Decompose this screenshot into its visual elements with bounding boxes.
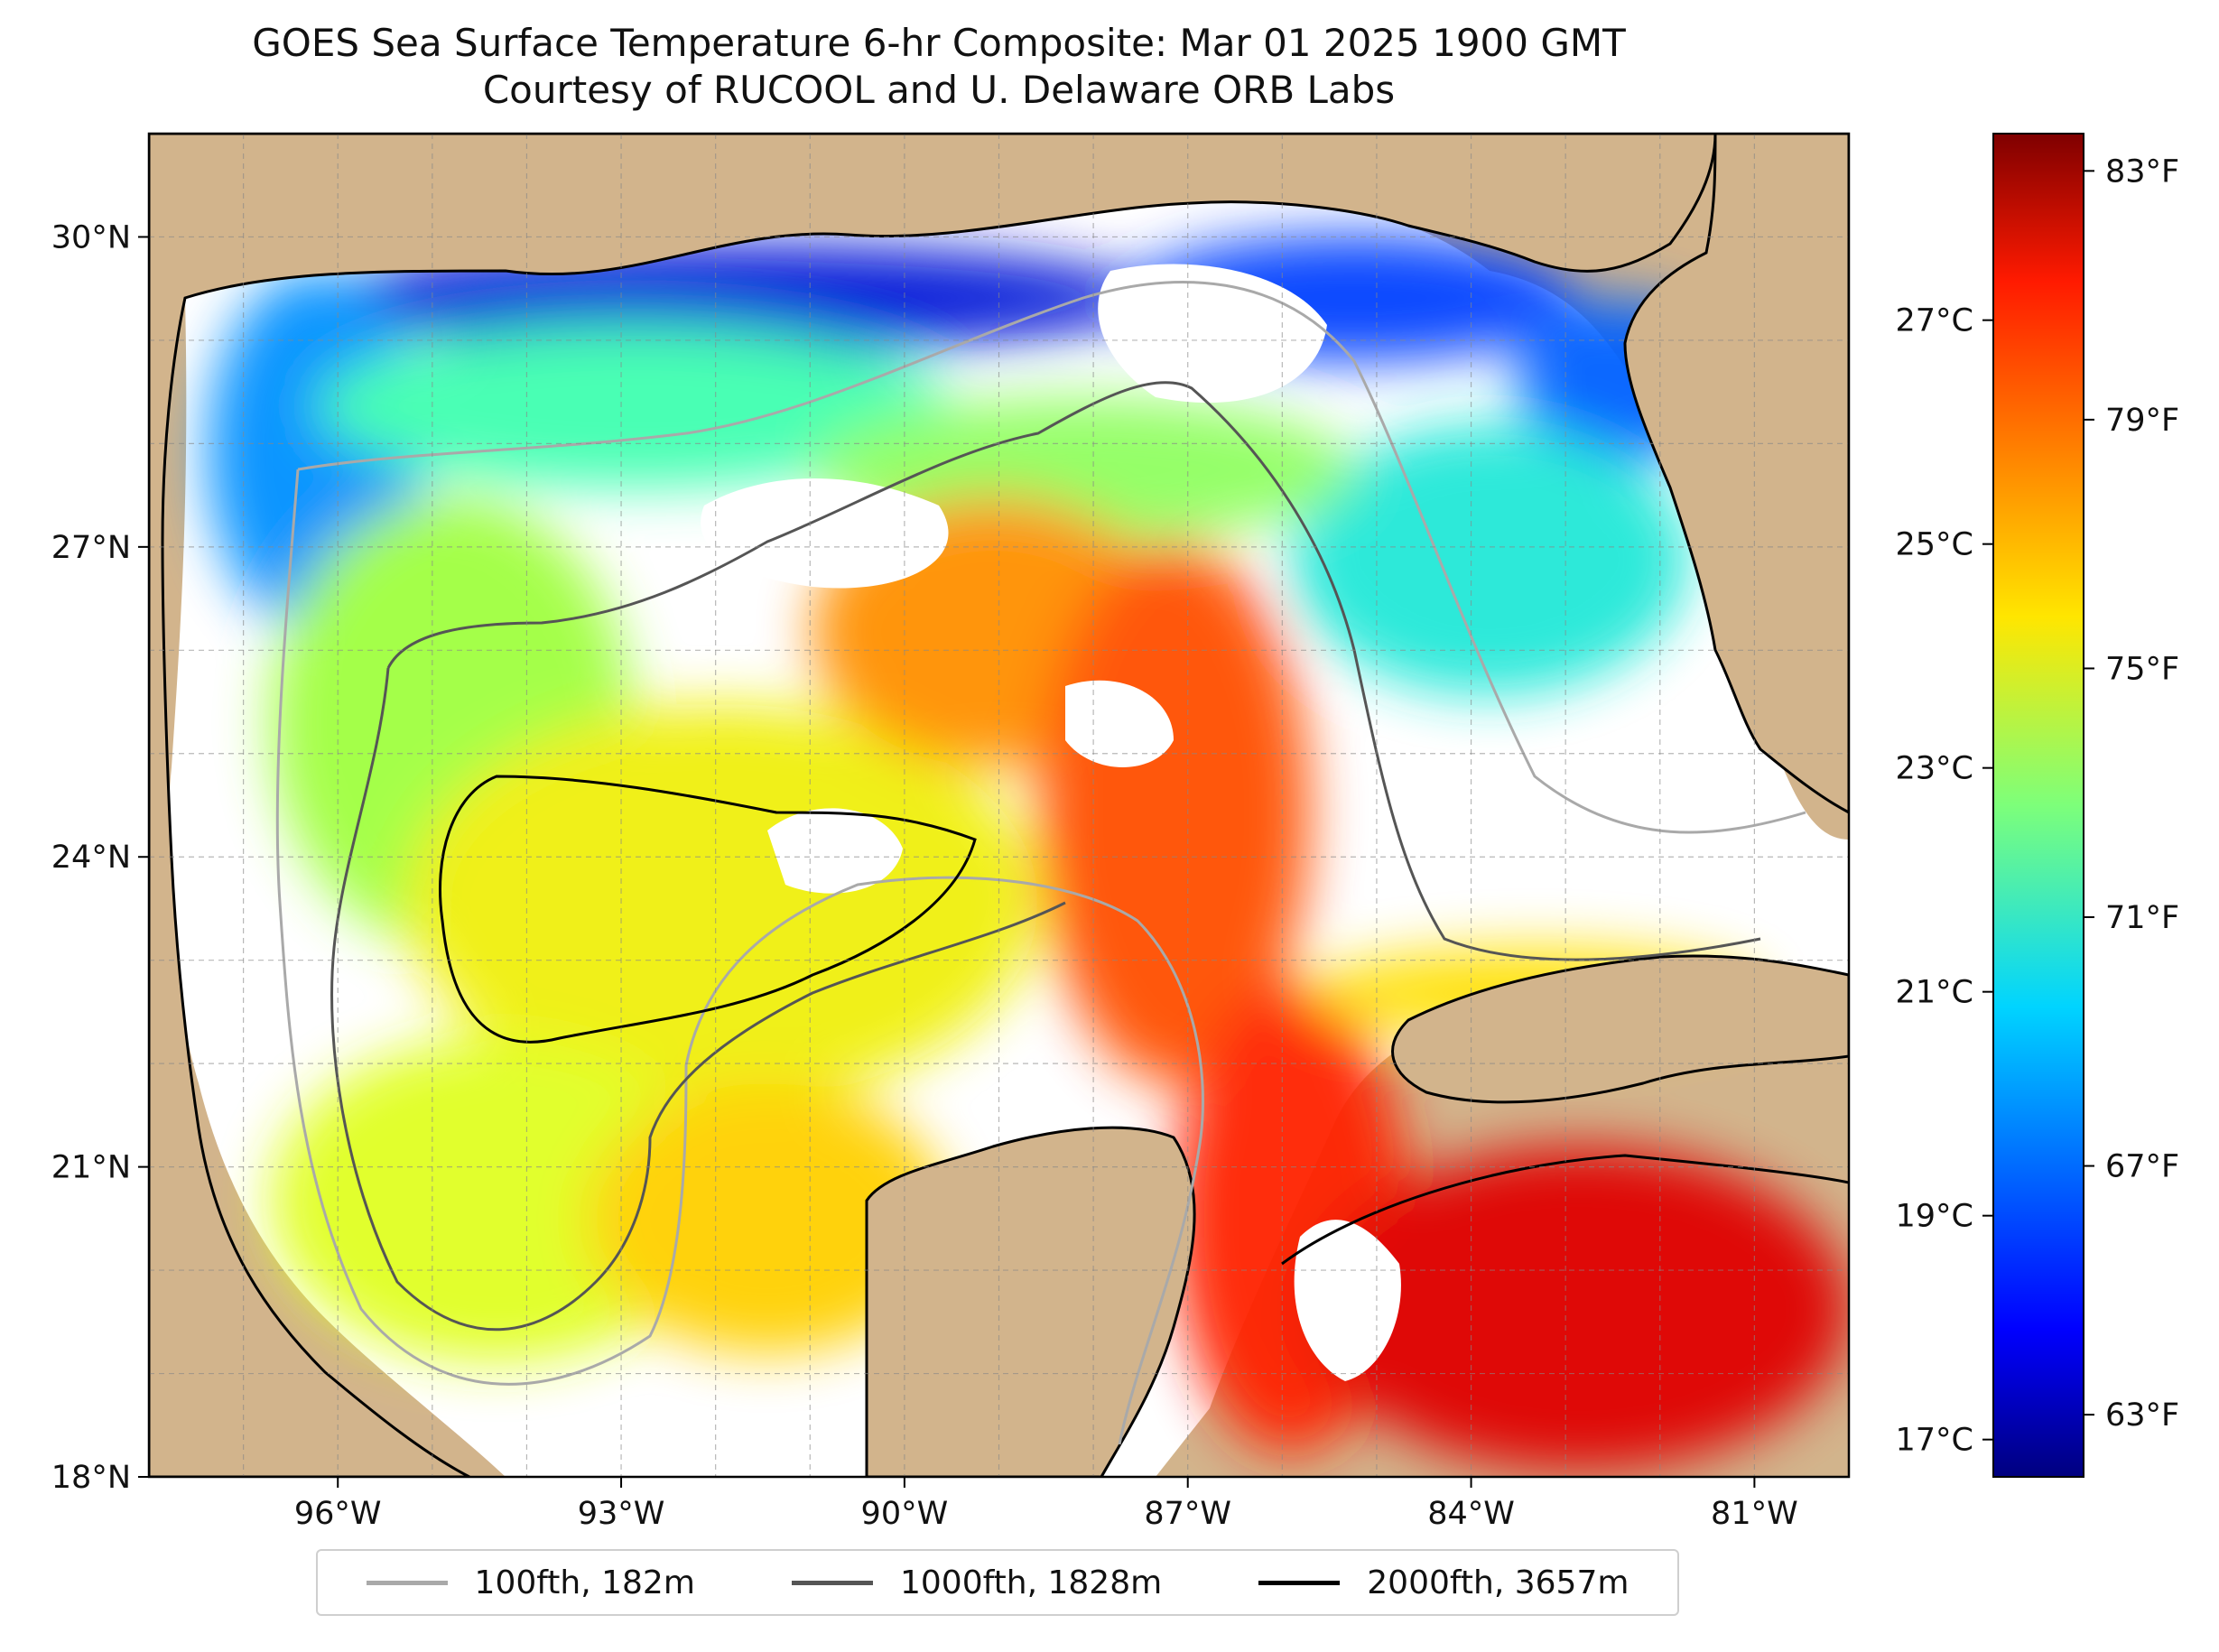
sst-field xyxy=(168,200,1849,1477)
contour-100fth xyxy=(275,281,1806,1445)
legend-entry: 1000fth, 1828m xyxy=(792,1564,1162,1601)
lon-tick-label: 96°W xyxy=(294,1496,382,1532)
land-yucatan xyxy=(865,1126,1196,1477)
title-line-1: GOES Sea Surface Temperature 6-hr Compos… xyxy=(252,21,1626,65)
contour-2000fth xyxy=(439,775,1849,1266)
bathymetry-contours xyxy=(275,281,1849,1445)
map-layer xyxy=(149,134,1849,1477)
gridlines xyxy=(149,134,1849,1477)
fahrenheit-tick-label: 79°F xyxy=(2105,403,2179,439)
longitude-axis: 96°W 93°W 90°W 87°W 84°W 81°W xyxy=(294,1477,1798,1532)
celsius-tick-label: 17°C xyxy=(1896,1423,1973,1459)
land-cuba xyxy=(1391,954,1849,1104)
lat-tick-label: 24°N xyxy=(51,840,131,876)
lon-tick-label: 87°W xyxy=(1144,1496,1231,1532)
land-north xyxy=(149,134,1717,1477)
chart-title: GOES Sea Surface Temperature 6-hr Compos… xyxy=(0,20,1878,114)
lat-tick-label: 21°N xyxy=(51,1150,131,1186)
lon-tick-label: 84°W xyxy=(1427,1496,1515,1532)
lat-tick-label: 18°N xyxy=(51,1460,131,1496)
legend-line-swatch xyxy=(1258,1580,1341,1585)
celsius-tick-label: 19°C xyxy=(1896,1199,1973,1235)
fahrenheit-tick-label: 63°F xyxy=(2105,1397,2179,1434)
lon-tick-label: 93°W xyxy=(578,1496,665,1532)
colorbar xyxy=(1992,133,2084,1478)
nodata-patch xyxy=(1294,1220,1401,1381)
map-frame xyxy=(147,132,1851,1479)
celsius-tick-label: 25°C xyxy=(1896,527,1973,563)
latitude-axis: 30°N 27°N 24°N 21°N 18°N xyxy=(51,219,149,1496)
lat-tick-label: 30°N xyxy=(51,219,131,255)
legend-entry: 100fth, 182m xyxy=(366,1564,695,1601)
title-line-2: Courtesy of RUCOOL and U. Delaware ORB L… xyxy=(482,68,1396,112)
nodata-patch xyxy=(1065,680,1174,767)
legend-label: 2000fth, 3657m xyxy=(1367,1564,1629,1601)
fahrenheit-tick-label: 67°F xyxy=(2105,1149,2179,1185)
colorbar-fahrenheit-axis: 83°F 79°F 75°F 71°F 67°F 63°F xyxy=(2084,153,2179,1434)
fahrenheit-tick-label: 75°F xyxy=(2105,651,2179,687)
legend-label: 100fth, 182m xyxy=(474,1564,695,1601)
celsius-tick-label: 27°C xyxy=(1896,303,1973,339)
legend-line-swatch xyxy=(366,1580,448,1585)
celsius-tick-label: 21°C xyxy=(1896,975,1973,1011)
nodata-patch xyxy=(701,478,949,589)
legend-line-swatch xyxy=(792,1580,873,1585)
nodata-patch xyxy=(767,808,903,894)
land-florida xyxy=(1623,134,1849,814)
lat-tick-label: 27°N xyxy=(51,530,131,566)
colorbar-celsius-axis: 27°C 25°C 23°C 21°C 19°C 17°C xyxy=(1896,303,1993,1459)
lon-tick-label: 81°W xyxy=(1711,1496,1798,1532)
legend-label: 1000fth, 1828m xyxy=(900,1564,1163,1601)
fahrenheit-tick-label: 71°F xyxy=(2105,900,2179,936)
legend: 100fth, 182m 1000fth, 1828m 2000fth, 3657m xyxy=(316,1549,1679,1616)
fahrenheit-tick-label: 83°F xyxy=(2105,153,2179,190)
lon-tick-label: 90°W xyxy=(861,1496,949,1532)
legend-entry: 2000fth, 3657m xyxy=(1258,1564,1629,1601)
contour-1000fth xyxy=(330,381,1761,1332)
celsius-tick-label: 23°C xyxy=(1896,751,1973,787)
